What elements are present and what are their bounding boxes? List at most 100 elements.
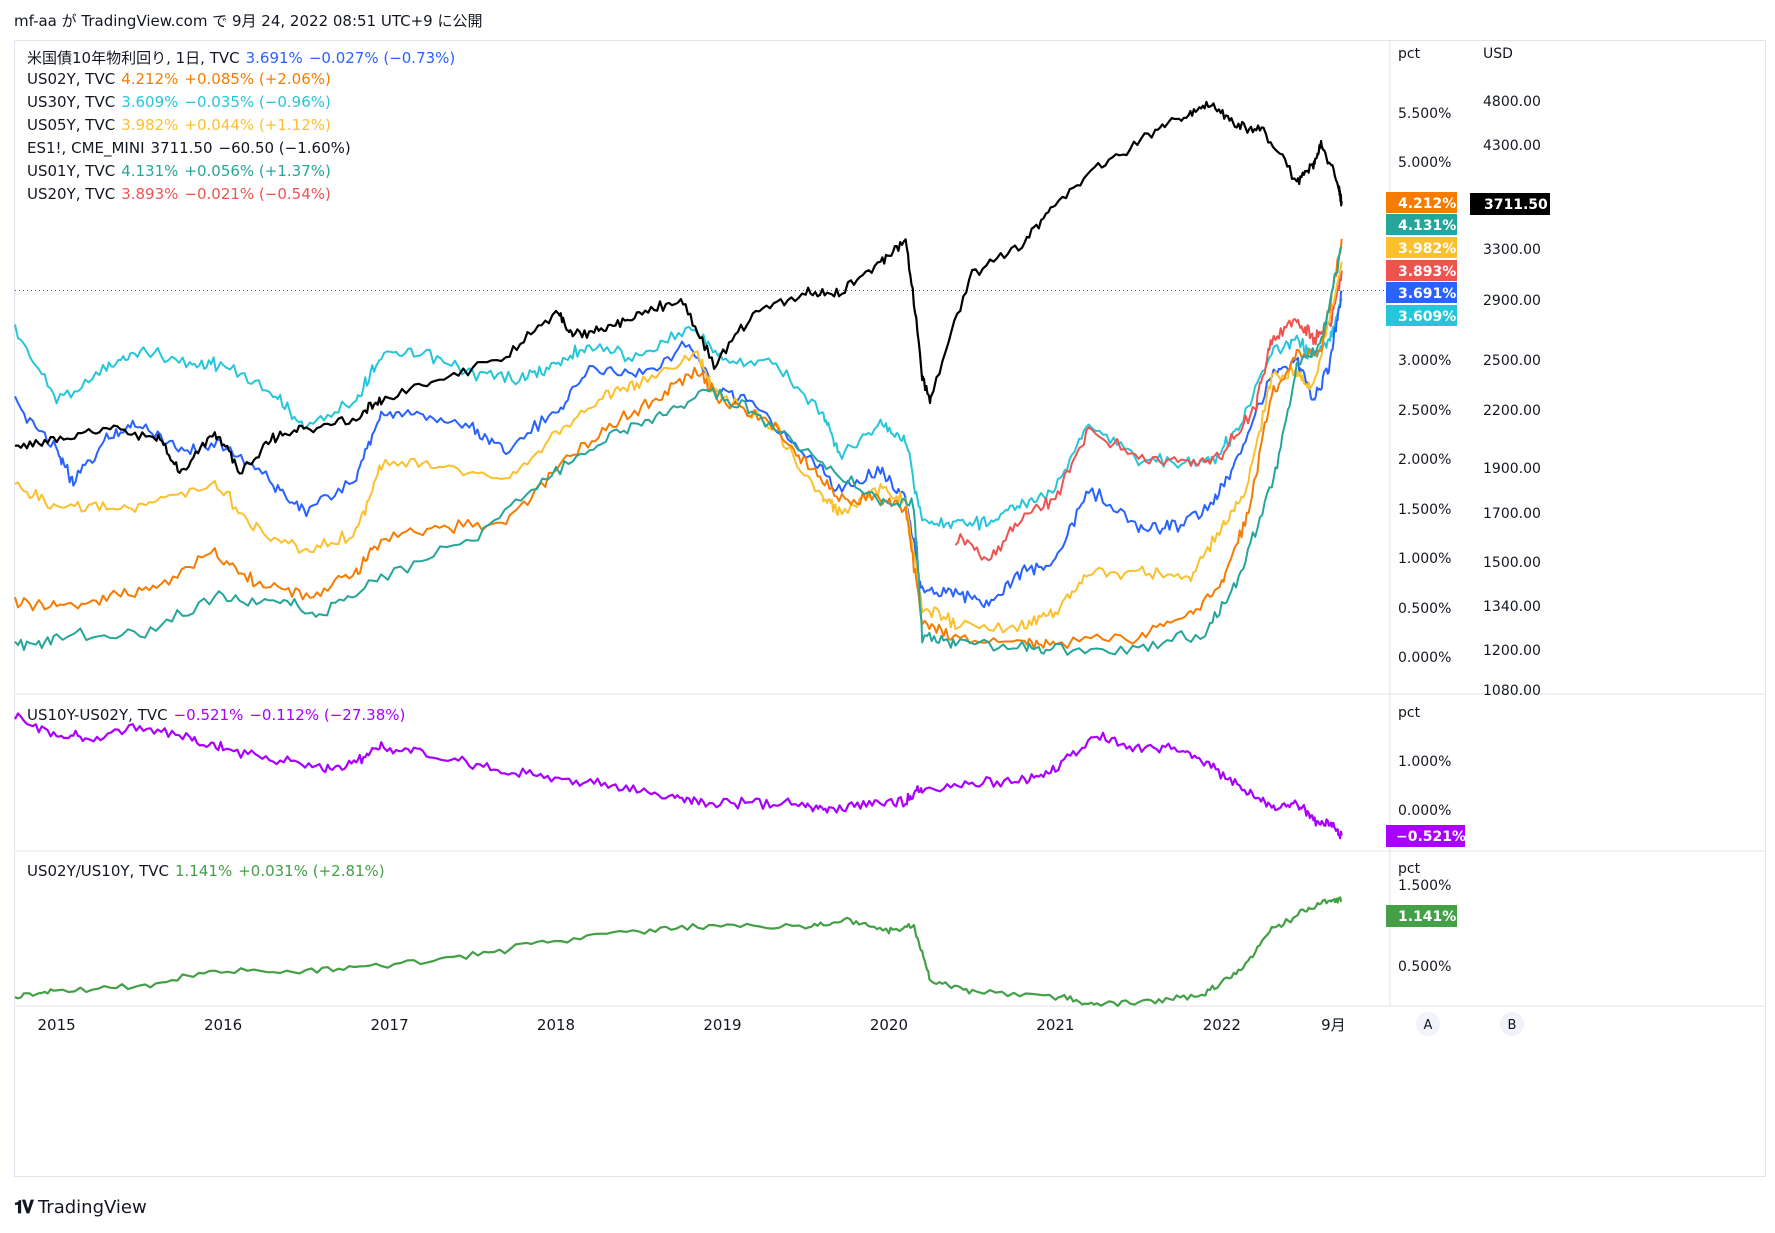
time-axis-label: 2018 <box>537 1016 575 1034</box>
last-value-badge-us30y <box>1386 305 1457 326</box>
tradingview-logo-icon: 𝟏𝐕 <box>14 1197 34 1218</box>
pct-tick-label: 5.500% <box>1398 106 1451 122</box>
publish-header: mf-aa が TradingView.com で 9月 24, 2022 08… <box>14 12 483 30</box>
legend-value: 3.609% <box>121 93 179 111</box>
last-value-label-ratio: 1.141% <box>1398 909 1456 925</box>
series-line-us10y[interactable] <box>14 290 1343 609</box>
usd-tick-label: 1900.00 <box>1483 461 1541 477</box>
legend-series-name: US10Y-US02Y, TVC <box>27 706 168 724</box>
legend-change: +0.085% (+2.06%) <box>184 70 331 88</box>
series-line-ratio[interactable] <box>14 896 1343 1008</box>
legend-row[interactable]: US20Y, TVC 3.893% −0.021% (−0.54%) <box>27 185 337 203</box>
time-axis-label: 2016 <box>204 1016 242 1034</box>
time-axis-label: 2021 <box>1036 1016 1074 1034</box>
series-line-es1[interactable] <box>14 100 1343 475</box>
legend-value: 3.893% <box>121 185 179 203</box>
last-value-label-spread: −0.521% <box>1396 829 1466 845</box>
last-value-label-es1: 3711.50 <box>1484 197 1548 213</box>
pct-tick-label: 2.000% <box>1398 452 1451 468</box>
legend-row[interactable]: US10Y-US02Y, TVC −0.521% −0.112% (−27.38%) <box>27 706 411 724</box>
last-value-label-us02y: 4.212% <box>1398 196 1456 212</box>
legend-row[interactable]: 米国債10年物利回り, 1日, TVC 3.691% −0.027% (−0.73%… <box>27 47 461 68</box>
axis-button-a-label: A <box>1424 1018 1433 1033</box>
legend-series-name: 米国債10年物利回り, 1日, TVC <box>27 49 240 67</box>
legend-row[interactable]: US02Y, TVC 4.212% +0.085% (+2.06%) <box>27 70 337 88</box>
legend-series-name: US02Y, TVC <box>27 70 116 88</box>
usd-tick-label: 1340.00 <box>1483 599 1541 615</box>
series-line-us20y[interactable] <box>954 270 1343 562</box>
time-axis-label: 9月 <box>1321 1016 1346 1034</box>
last-value-badge-us02y <box>1386 192 1457 213</box>
usd-tick-label: 4300.00 <box>1483 138 1541 154</box>
legend-value: 3.691% <box>245 49 303 67</box>
legend-change: +0.056% (+1.37%) <box>184 162 331 180</box>
legend-change: −0.035% (−0.96%) <box>184 93 331 111</box>
pct-tick-label: 2.500% <box>1398 403 1451 419</box>
spread-tick-label: 1.000% <box>1398 754 1451 770</box>
last-value-label-us30y: 3.609% <box>1398 309 1456 325</box>
legend-value: −0.521% <box>173 706 244 724</box>
usd-tick-label: 2900.00 <box>1483 293 1541 309</box>
usd-tick-label: 2500.00 <box>1483 353 1541 369</box>
pct-tick-label: 0.500% <box>1398 601 1451 617</box>
usd-axis-unit: USD <box>1483 46 1513 62</box>
usd-tick-label: 1500.00 <box>1483 555 1541 571</box>
last-value-badge-us10y <box>1386 282 1457 303</box>
last-value-badge-ratio <box>1386 905 1457 927</box>
time-axis-label: 2017 <box>370 1016 408 1034</box>
last-value-label-us10y: 3.691% <box>1398 286 1456 302</box>
last-value-label-us20y: 3.893% <box>1398 264 1456 280</box>
legend-row[interactable]: US01Y, TVC 4.131% +0.056% (+1.37%) <box>27 162 337 180</box>
pct-tick-label: 0.000% <box>1398 650 1451 666</box>
pct-tick-label: 1.000% <box>1398 551 1451 567</box>
legend-value: 3.982% <box>121 116 179 134</box>
last-value-label-us05y: 3.982% <box>1398 241 1456 257</box>
tradingview-logo[interactable]: 𝟏𝐕 TradingView <box>14 1197 147 1218</box>
time-axis-label: 2022 <box>1203 1016 1241 1034</box>
legend-change: −0.112% (−27.38%) <box>249 706 406 724</box>
last-value-badge-es1 <box>1470 193 1550 215</box>
legend-series-name: US02Y/US10Y, TVC <box>27 862 169 880</box>
time-axis-label: 2015 <box>38 1016 76 1034</box>
legend-value: 4.212% <box>121 70 179 88</box>
last-value-badge-spread <box>1386 825 1465 847</box>
tradingview-logo-text: TradingView <box>37 1197 147 1218</box>
axis-button-a[interactable] <box>1416 1012 1440 1036</box>
axis-button-b[interactable] <box>1500 1012 1524 1036</box>
legend-value: 4.131% <box>121 162 179 180</box>
legend-series-name: ES1!, CME_MINI <box>27 139 145 157</box>
legend-row[interactable]: US30Y, TVC 3.609% −0.035% (−0.96%) <box>27 93 337 111</box>
time-axis-label: 2019 <box>703 1016 741 1034</box>
legend-value: 3711.50 <box>150 139 213 157</box>
usd-tick-label: 3300.00 <box>1483 242 1541 258</box>
last-value-label-us01y: 4.131% <box>1398 218 1456 234</box>
series-line-us05y[interactable] <box>14 261 1343 634</box>
legend-row[interactable]: ES1!, CME_MINI 3711.50 −60.50 (−1.60%) <box>27 139 357 157</box>
legend-row[interactable]: US05Y, TVC 3.982% +0.044% (+1.12%) <box>27 116 337 134</box>
pct-tick-label: 1.500% <box>1398 502 1451 518</box>
usd-tick-label: 4800.00 <box>1483 94 1541 110</box>
legend-change: −60.50 (−1.60%) <box>218 139 351 157</box>
legend-change: +0.031% (+2.81%) <box>238 862 385 880</box>
usd-tick-label: 1080.00 <box>1483 683 1541 699</box>
series-line-us30y[interactable] <box>14 298 1343 531</box>
last-value-badge-us01y <box>1386 214 1457 235</box>
legend-series-name: US05Y, TVC <box>27 116 116 134</box>
legend-series-name: US30Y, TVC <box>27 93 116 111</box>
ratio-tick-label: 0.500% <box>1398 959 1451 975</box>
legend-change: −0.027% (−0.73%) <box>308 49 456 67</box>
legend-series-name: US01Y, TVC <box>27 162 116 180</box>
spread-tick-label: 0.000% <box>1398 803 1451 819</box>
legend-change: +0.044% (+1.12%) <box>184 116 331 134</box>
usd-tick-label: 2200.00 <box>1483 403 1541 419</box>
spread-axis-unit: pct <box>1398 705 1421 721</box>
usd-tick-label: 1200.00 <box>1483 643 1541 659</box>
series-line-spread[interactable] <box>14 712 1343 840</box>
legend-change: −0.021% (−0.54%) <box>184 185 331 203</box>
series-line-us02y[interactable] <box>14 238 1343 650</box>
series-line-us01y[interactable] <box>14 246 1343 656</box>
legend-row[interactable]: US02Y/US10Y, TVC 1.141% +0.031% (+2.81%) <box>27 862 391 880</box>
last-value-badge-us05y <box>1386 237 1457 258</box>
last-value-badge-us20y <box>1386 260 1457 281</box>
